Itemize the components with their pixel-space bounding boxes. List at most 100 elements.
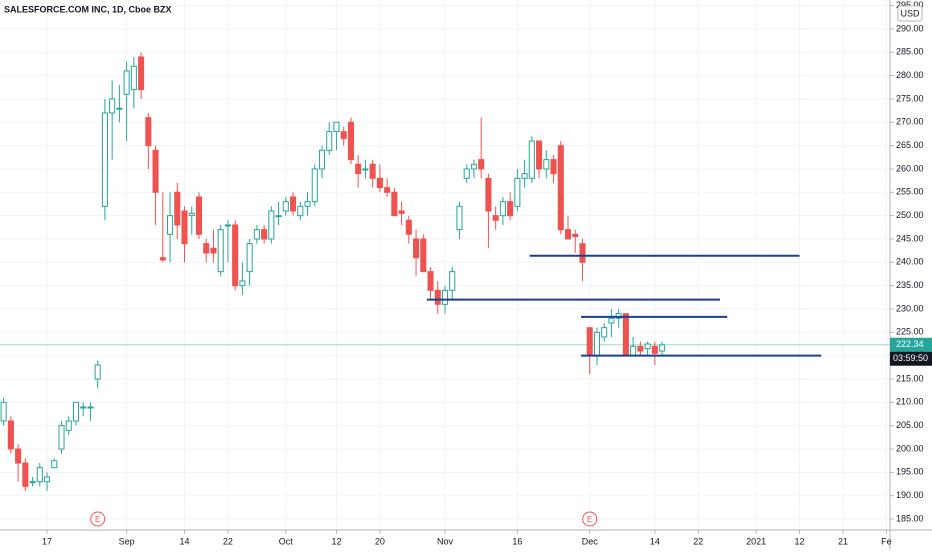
candle-body xyxy=(507,201,514,217)
candle-body xyxy=(376,177,383,189)
candle-body xyxy=(224,224,231,227)
x-tick-label: 14 xyxy=(180,536,190,546)
candle-body xyxy=(304,201,311,207)
x-tick-label: 2021 xyxy=(746,536,766,546)
candle-body xyxy=(637,345,644,352)
candle-body xyxy=(282,201,289,212)
candle-body xyxy=(405,219,412,235)
candle-body xyxy=(181,210,188,245)
x-tick-label: 12 xyxy=(331,536,341,546)
candle-body xyxy=(7,420,14,450)
candle-body xyxy=(449,271,456,291)
currency[interactable]: USD xyxy=(900,8,920,18)
y-tick-label: 210.00 xyxy=(896,397,924,407)
countdown-box xyxy=(890,351,932,366)
y-tick-label: 250.00 xyxy=(896,210,924,220)
countdown-label: 03:59:50 xyxy=(893,353,928,363)
y-tick-label: 270.00 xyxy=(896,117,924,127)
candle-body xyxy=(203,243,210,254)
y-tick-label: 230.00 xyxy=(896,303,924,313)
currency-box[interactable] xyxy=(897,5,923,22)
candle-body xyxy=(195,196,203,235)
candle-body xyxy=(543,159,550,170)
earnings-label[interactable]: E xyxy=(95,515,100,524)
candle-body xyxy=(398,210,405,214)
candle-body xyxy=(550,159,557,175)
candle-body xyxy=(384,187,391,193)
candle-body xyxy=(94,364,101,380)
x-tick-label: 20 xyxy=(375,536,385,546)
earnings-label[interactable]: E xyxy=(587,515,592,524)
candle-body xyxy=(470,163,477,170)
candle-body xyxy=(557,145,564,231)
candle-body xyxy=(514,177,521,207)
candle-body xyxy=(622,313,629,357)
candle-body xyxy=(564,229,572,240)
candle-body xyxy=(586,327,593,357)
y-tick-label: 255.00 xyxy=(896,187,924,197)
candle-body xyxy=(253,229,260,240)
candle-body xyxy=(456,205,463,231)
candle-body xyxy=(109,98,116,114)
candle-body xyxy=(659,344,666,352)
candle-body xyxy=(536,140,543,170)
x-tick-label: 22 xyxy=(223,536,233,546)
candle-body xyxy=(318,149,326,170)
last-price-box xyxy=(890,337,932,352)
candle-body xyxy=(0,401,7,422)
candle-body xyxy=(246,243,253,273)
candle-body xyxy=(485,177,492,212)
x-tick-label: Nov xyxy=(437,536,454,546)
candle-body xyxy=(362,168,369,171)
x-tick-label: Fe xyxy=(881,536,892,546)
candle-body xyxy=(232,224,239,287)
candle-body xyxy=(413,238,420,259)
candle-body xyxy=(72,401,80,422)
earnings-marker[interactable] xyxy=(90,511,106,527)
candle-body xyxy=(36,467,43,483)
candle-body xyxy=(572,233,579,238)
candle-body xyxy=(268,210,275,240)
candle-body xyxy=(152,149,159,193)
x-tick-label: Sep xyxy=(119,536,135,546)
candle-body xyxy=(22,462,29,487)
y-tick-label: 235.00 xyxy=(896,280,924,290)
y-tick-label: 205.00 xyxy=(896,420,924,430)
candle-body xyxy=(463,168,470,179)
candle-body xyxy=(326,131,333,151)
candle-body xyxy=(138,56,145,91)
earnings-marker[interactable] xyxy=(582,511,598,527)
candle-body xyxy=(290,196,297,212)
candle-body xyxy=(521,173,528,179)
y-tick-label: 285.00 xyxy=(896,47,924,57)
candle-body xyxy=(145,117,152,147)
candle-body xyxy=(58,425,65,450)
x-tick-label: 16 xyxy=(512,536,522,546)
candle-body xyxy=(174,191,181,226)
candle-body xyxy=(101,112,108,207)
candle-body xyxy=(347,121,354,161)
x-tick-label: 14 xyxy=(650,536,660,546)
y-tick-label: 245.00 xyxy=(896,233,924,243)
y-tick-label: 195.00 xyxy=(896,467,924,477)
candle-body xyxy=(167,215,174,235)
candle-body xyxy=(130,65,137,91)
candle-body xyxy=(29,481,36,484)
x-tick-label: 22 xyxy=(693,536,703,546)
x-tick-label: 21 xyxy=(838,536,848,546)
candle-body xyxy=(593,331,600,357)
y-tick-label: 290.00 xyxy=(896,23,924,33)
candle-body xyxy=(275,215,282,218)
candle-body xyxy=(391,191,398,217)
candle-body xyxy=(644,343,651,350)
y-tick-label: 275.00 xyxy=(896,93,924,103)
candle-body xyxy=(15,448,22,464)
candle-body xyxy=(427,271,434,291)
y-tick-label: 200.00 xyxy=(896,443,924,453)
candle-body xyxy=(188,212,195,217)
candle-body xyxy=(528,140,535,179)
y-tick-label: 190.00 xyxy=(896,490,924,500)
candle-body xyxy=(478,159,485,170)
